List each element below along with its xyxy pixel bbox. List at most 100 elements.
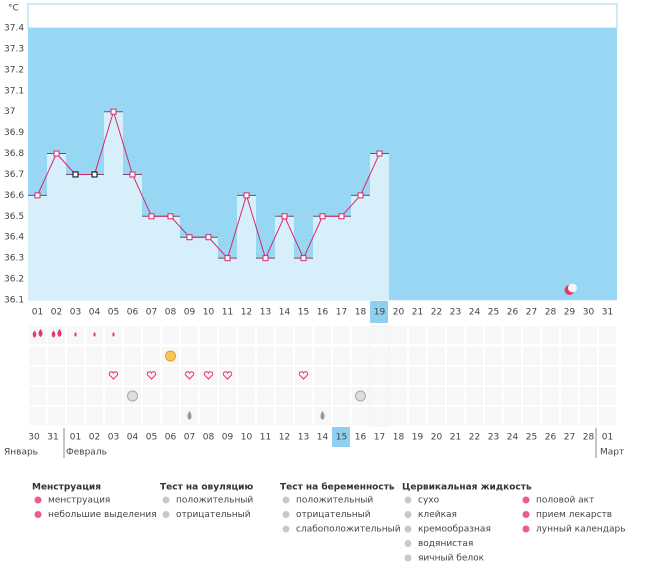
- day-label: 26: [507, 308, 519, 318]
- cell: [238, 407, 255, 425]
- cell: [580, 367, 597, 385]
- date-label: 27: [564, 433, 575, 443]
- cell: [409, 367, 426, 385]
- cell: [219, 326, 236, 344]
- cell: [200, 347, 217, 365]
- temperature-bar: [85, 174, 104, 300]
- temperature-bar: [237, 195, 256, 300]
- legend-item: половой акт: [536, 496, 594, 506]
- date-label: 02: [89, 433, 100, 443]
- cell: [428, 407, 445, 425]
- cell: [238, 387, 255, 405]
- cell: [333, 407, 350, 425]
- cell: [580, 347, 597, 365]
- cell: [599, 347, 616, 365]
- y-tick-label: 37.2: [4, 65, 24, 75]
- intercourse-icon: [222, 371, 233, 380]
- cell: [428, 326, 445, 344]
- cell: [143, 387, 160, 405]
- month-label: Март: [600, 448, 624, 458]
- cell: [86, 347, 103, 365]
- temperature-point: [186, 234, 193, 241]
- cell: [276, 367, 293, 385]
- date-label: 03: [108, 433, 119, 443]
- cell: [523, 387, 540, 405]
- legend-item: небольшие выделения: [48, 510, 157, 520]
- cell: [124, 326, 141, 344]
- cell: [352, 326, 369, 344]
- date-label: 05: [146, 433, 157, 443]
- menstruation-icon: [57, 329, 62, 337]
- cell: [447, 347, 464, 365]
- cell: [162, 387, 179, 405]
- cell: [295, 387, 312, 405]
- legend-icon: [282, 525, 290, 533]
- cell: [599, 367, 616, 385]
- cell: [200, 407, 217, 425]
- cell: [333, 347, 350, 365]
- legend-title: Менструация: [32, 483, 101, 493]
- menstruation-icon: [51, 330, 56, 338]
- legend-item: кремообразная: [418, 525, 491, 535]
- cell: [580, 326, 597, 344]
- cell: [86, 387, 103, 405]
- cell: [523, 407, 540, 425]
- cell: [561, 387, 578, 405]
- cell: [257, 326, 274, 344]
- cell: [542, 387, 559, 405]
- day-label: 29: [564, 308, 576, 318]
- cell: [238, 347, 255, 365]
- day-label: 27: [526, 308, 537, 318]
- cell: [143, 347, 160, 365]
- cell: [599, 387, 616, 405]
- y-tick-label: 36.8: [4, 149, 24, 159]
- legend-item: лунный календарь: [536, 525, 626, 535]
- cell: [124, 347, 141, 365]
- cell: [29, 367, 46, 385]
- day-label: 20: [393, 308, 405, 318]
- watery-icon: [320, 411, 325, 420]
- cell: [105, 367, 122, 385]
- watery-icon: [187, 411, 192, 420]
- current-column: [369, 325, 390, 427]
- day-label: 30: [583, 308, 595, 318]
- day-label: 21: [412, 308, 423, 318]
- legend-icon: [522, 496, 530, 504]
- temperature-point: [148, 213, 155, 220]
- date-label: 07: [184, 433, 195, 443]
- day-label: 10: [203, 308, 215, 318]
- legend-item: положительный: [296, 496, 373, 506]
- cell: [67, 347, 84, 365]
- cell: [29, 387, 46, 405]
- cell: [181, 347, 198, 365]
- date-label: 10: [241, 433, 253, 443]
- cell: [276, 407, 293, 425]
- intercourse-icon: [146, 371, 157, 380]
- day-label: 04: [89, 308, 101, 318]
- spotting-icon: [112, 332, 115, 337]
- chart-header: [27, 3, 618, 29]
- cell: [390, 326, 407, 344]
- cell: [333, 387, 350, 405]
- temperature-bar: [161, 216, 180, 300]
- cell: [485, 326, 502, 344]
- temperature-bar: [256, 258, 275, 300]
- legend-icon: [404, 525, 412, 533]
- temperature-point: [300, 255, 307, 262]
- y-tick-label: 36.9: [4, 128, 24, 138]
- legend-icon: [404, 540, 412, 547]
- cell: [257, 407, 274, 425]
- temperature-bar: [313, 216, 332, 300]
- cell: [67, 367, 84, 385]
- cell: [295, 407, 312, 425]
- cell: [219, 367, 236, 385]
- cell: [314, 367, 331, 385]
- cell: [561, 407, 578, 425]
- cell: [409, 387, 426, 405]
- date-label: 13: [298, 433, 309, 443]
- cell: [124, 407, 141, 425]
- date-label: 12: [279, 433, 290, 443]
- current-day: [370, 301, 388, 323]
- cell: [542, 347, 559, 365]
- cell: [352, 367, 369, 385]
